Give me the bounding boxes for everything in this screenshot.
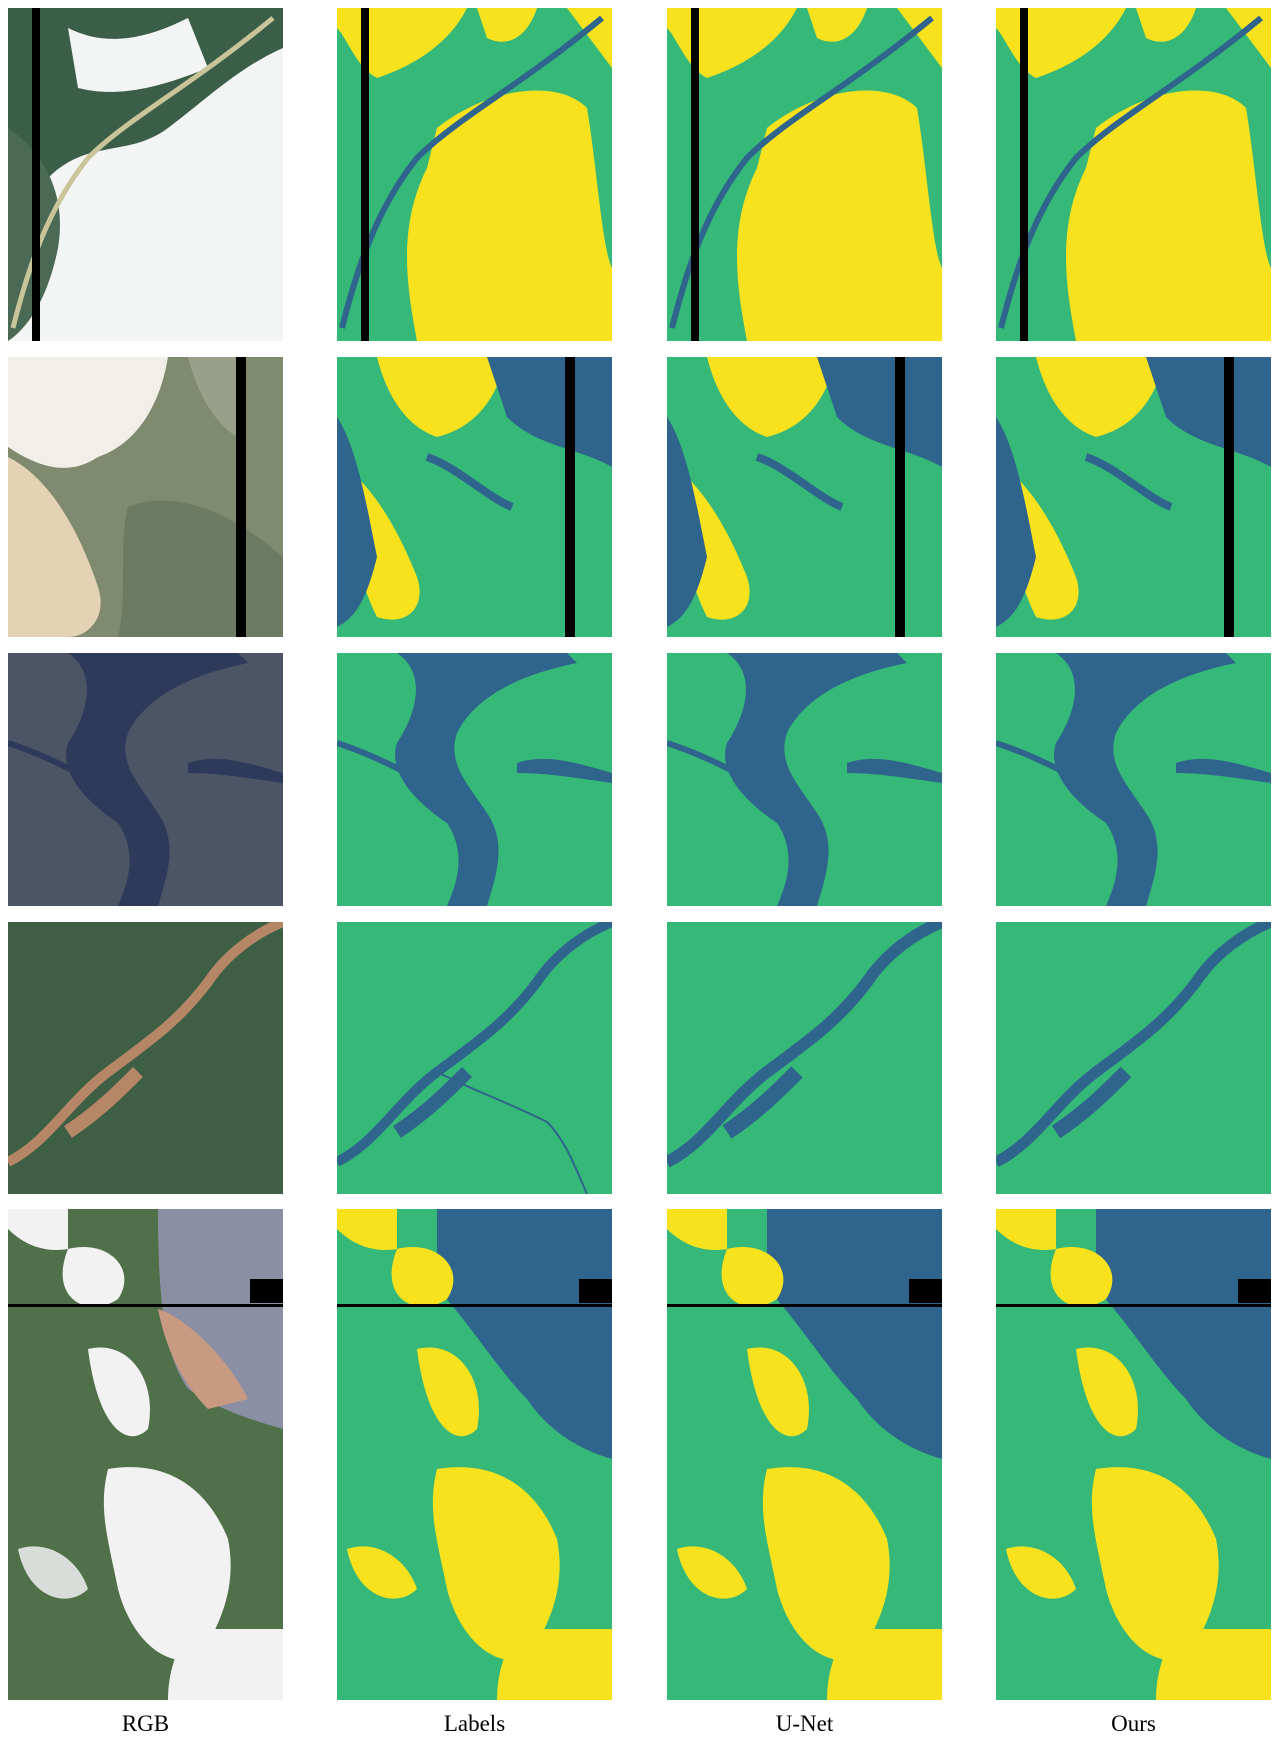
row3-ours-prediction: [996, 653, 1271, 906]
row5-ours-prediction: [996, 1209, 1271, 1700]
column-label-rgb: RGB: [121, 1711, 170, 1736]
row2-labels-mask: [337, 357, 612, 637]
row4-labels-mask: [337, 922, 612, 1194]
column-label-unet: U-Net: [775, 1711, 834, 1736]
row1-rgb-image: [8, 8, 283, 341]
row5-rgb-image: [8, 1209, 283, 1700]
row3-unet-prediction: [667, 653, 942, 906]
row1-unet-prediction: [667, 8, 942, 341]
column-label-ours: Ours: [1111, 1711, 1156, 1736]
row3-rgb-image: [8, 653, 283, 906]
row4-ours-prediction: [996, 922, 1271, 1194]
row4-rgb-image: [8, 922, 283, 1194]
row2-ours-prediction: [996, 357, 1271, 637]
row4-unet-prediction: [667, 922, 942, 1194]
row5-unet-prediction: [667, 1209, 942, 1700]
row1-ours-prediction: [996, 8, 1271, 341]
row2-rgb-image: [8, 357, 283, 637]
row3-labels-mask: [337, 653, 612, 906]
row2-unet-prediction: [667, 357, 942, 637]
row1-labels-mask: [337, 8, 612, 341]
row5-labels-mask: [337, 1209, 612, 1700]
column-label-labels: Labels: [443, 1711, 506, 1736]
